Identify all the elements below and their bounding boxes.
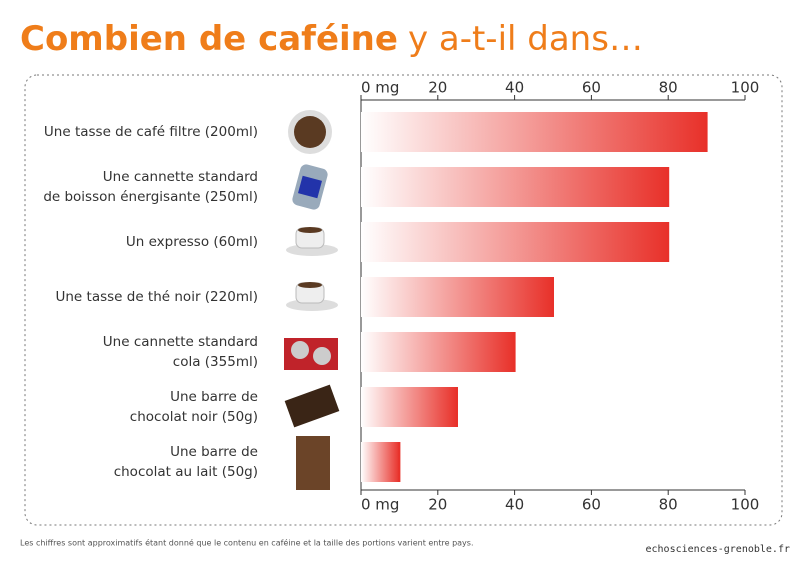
chart-title: Combien de caféine y a-t-il dans… <box>20 19 643 59</box>
category-label: Une tasse de café filtre (200ml) <box>43 124 258 140</box>
category-label: Une cannette standard de boisson énergis… <box>43 169 258 205</box>
x-tick-label: 100 <box>731 496 760 514</box>
category-label: Un expresso (60ml) <box>125 234 258 250</box>
x-tick-label: 40 <box>505 79 524 97</box>
category-label: Une cannette standard cola (355ml) <box>102 334 258 370</box>
title-bold: Combien de caféine <box>20 19 398 59</box>
category-label: Une barre de chocolat noir (50g) <box>129 389 258 425</box>
bar <box>361 277 553 317</box>
x-tick-label: 0 mg <box>361 79 399 97</box>
x-tick-label: 20 <box>428 496 447 514</box>
source: echosciences-grenoble.fr <box>646 544 791 555</box>
bar <box>361 442 400 482</box>
bar <box>361 332 515 372</box>
bar <box>361 387 457 427</box>
footnote: Les chiffres sont approximatifs étant do… <box>20 538 474 548</box>
icons <box>284 110 340 490</box>
category-label: Une barre de chocolat au lait (50g) <box>113 444 258 480</box>
x-tick-label: 0 mg <box>361 496 399 514</box>
title-rest: y a-t-il dans… <box>408 19 643 59</box>
x-tick-label: 20 <box>428 79 447 97</box>
x-tick-label: 60 <box>582 79 601 97</box>
x-tick-label: 60 <box>582 496 601 514</box>
bar <box>361 222 669 262</box>
bar <box>361 167 669 207</box>
bar <box>361 112 707 152</box>
x-tick-label: 100 <box>731 79 760 97</box>
frame <box>24 74 783 526</box>
x-tick-label: 80 <box>659 496 678 514</box>
x-tick-label: 40 <box>505 496 524 514</box>
x-tick-label: 80 <box>659 79 678 97</box>
category-label: Une tasse de thé noir (220ml) <box>55 289 259 305</box>
